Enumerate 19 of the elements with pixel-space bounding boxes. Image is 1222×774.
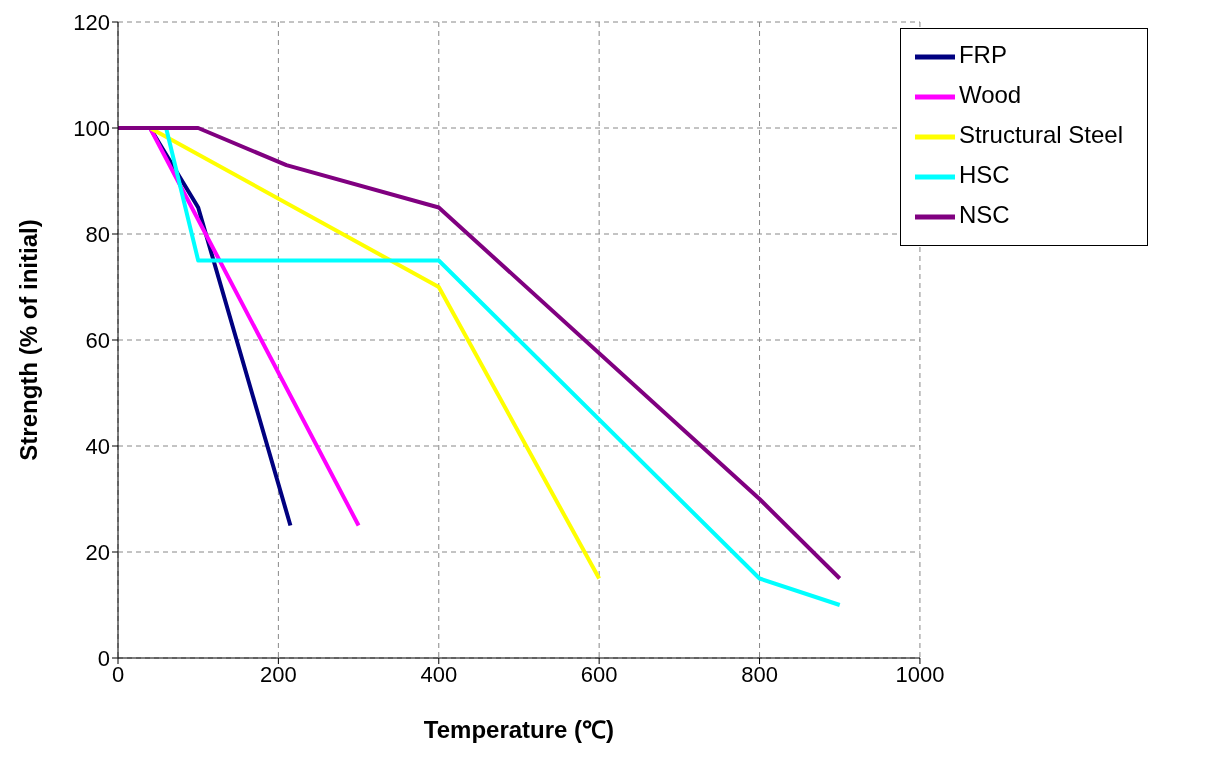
legend-label: NSC <box>958 201 1010 229</box>
y-axis-title: Strength (% of initial) <box>14 219 42 461</box>
legend-label: Wood <box>958 81 1022 109</box>
y-tick-label: 40 <box>85 433 110 459</box>
y-tick-label: 20 <box>85 539 110 565</box>
y-tick-label: 100 <box>73 115 110 141</box>
x-tick-label: 400 <box>420 661 458 687</box>
y-tick-label: 60 <box>85 327 110 353</box>
y-tick-label: 0 <box>97 645 110 671</box>
legend-label: Structural Steel <box>958 121 1123 149</box>
x-axis-title: Temperature (℃) <box>423 716 615 743</box>
y-tick-label: 120 <box>73 9 110 35</box>
x-tick-label: 1000 <box>895 661 945 687</box>
legend-label: HSC <box>958 161 1010 189</box>
x-tick-label: 200 <box>260 661 297 687</box>
x-tick-label: 800 <box>741 661 778 687</box>
legend-label: FRP <box>958 41 1007 69</box>
x-tick-label: 600 <box>580 661 618 687</box>
y-tick-label: 80 <box>85 221 110 247</box>
